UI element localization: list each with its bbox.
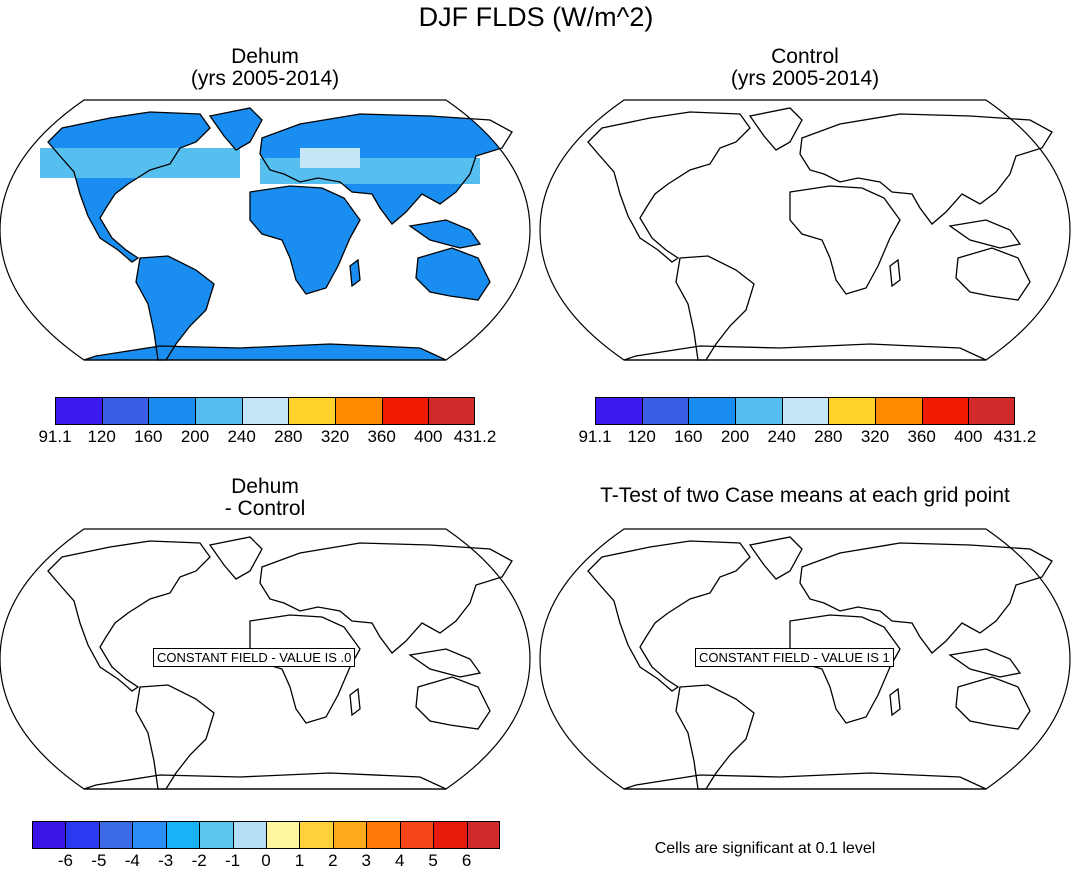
colorbar-swatch	[735, 397, 783, 425]
colorbar-tick-label: 320	[860, 427, 890, 446]
colorbar-swatch	[688, 397, 736, 425]
colorbar-tick-label: -1	[225, 851, 241, 870]
panel-title-line1: Dehum	[231, 475, 299, 498]
colorbar-swatch	[101, 397, 149, 425]
panel-title-difference: Dehum - Control	[110, 476, 420, 520]
colorbar-tick-label: 91.1	[38, 427, 72, 446]
colorbar-tick-label: 1	[294, 851, 305, 870]
colorbar-swatch	[65, 821, 100, 849]
colorbar-swatch	[428, 397, 475, 425]
colorbar-swatch	[399, 821, 434, 849]
colorbar-swatch	[366, 821, 401, 849]
panel-title-dehum: Dehum (yrs 2005-2014)	[110, 46, 420, 90]
colorbar-tick-label: 6	[461, 851, 472, 870]
colorbar-swatch	[968, 397, 1015, 425]
constant-field-label-ttest: CONSTANT FIELD - VALUE IS 1	[695, 648, 894, 667]
colorbar-swatch	[828, 397, 876, 425]
colorbar-swatch	[335, 397, 383, 425]
colorbar-tick-label: 320	[320, 427, 350, 446]
colorbar-tick-label: 0	[261, 851, 271, 870]
colorbar-tick-label: 360	[367, 427, 396, 446]
colorbar-tick-label: 240	[227, 427, 256, 446]
colorbar-swatch	[98, 821, 133, 849]
panel-title-line1: Control	[771, 45, 839, 68]
colorbar-tick-label: 200	[720, 427, 750, 446]
figure-title: DJF FLDS (W/m^2)	[418, 2, 654, 32]
colorbar-tick-label: 4	[394, 851, 405, 870]
panel-title-ttest: T-Test of two Case means at each grid po…	[600, 484, 1010, 507]
panel-title-line2: (yrs 2005-2014)	[730, 67, 880, 90]
colorbar-swatch	[148, 397, 196, 425]
colorbar-tick-label: 200	[180, 427, 210, 446]
panel-title-control: Control (yrs 2005-2014)	[650, 46, 960, 90]
colorbar-swatch	[332, 821, 367, 849]
colorbar-swatch	[55, 397, 103, 425]
colorbar-tick-label: 280	[274, 427, 303, 446]
colorbar-tick-label: 160	[674, 427, 703, 446]
colorbar-swatch	[921, 397, 969, 425]
colorbar-tick-label: -4	[124, 851, 140, 870]
colorbar-swatch	[466, 821, 501, 849]
colorbar-tick-label: 5	[428, 851, 438, 870]
colorbar-tick-label: 160	[134, 427, 163, 446]
colorbar-tick-label: 431.2	[453, 427, 497, 446]
colorbar-tick-label: 2	[328, 851, 338, 870]
colorbar-swatch	[299, 821, 334, 849]
constant-field-label-difference: CONSTANT FIELD - VALUE IS .0	[153, 648, 356, 667]
colorbar-tick-label: -5	[91, 851, 107, 870]
colorbar-swatch	[232, 821, 267, 849]
colorbar-tick-label: -3	[158, 851, 174, 870]
colorbar-swatch	[241, 397, 289, 425]
colorbar-tick-label: 91.1	[578, 427, 612, 446]
colorbar-tick-label: 280	[814, 427, 843, 446]
colorbar-tick-label: 360	[907, 427, 936, 446]
colorbar-tick-label: 400	[954, 427, 983, 446]
colorbar-tick-label: 120	[627, 427, 656, 446]
colorbar-tick-label: 240	[767, 427, 796, 446]
map-dehum	[0, 99, 531, 361]
colorbar-swatch	[165, 821, 200, 849]
colorbar-tick-label: 431.2	[993, 427, 1037, 446]
map-control	[539, 99, 1071, 361]
colorbar-swatch	[781, 397, 829, 425]
colorbar-tick-label: 120	[87, 427, 116, 446]
colorbar-swatch	[195, 397, 243, 425]
colorbar-swatch	[288, 397, 336, 425]
colorbar-swatch	[199, 821, 234, 849]
panel-title-line2: (yrs 2005-2014)	[190, 67, 340, 90]
significance-note: Cells are significant at 0.1 level	[654, 840, 876, 857]
colorbar-tick-label: -6	[57, 851, 73, 870]
colorbar-swatch	[381, 397, 429, 425]
colorbar-tick-label: 400	[414, 427, 443, 446]
panel-title-line2: - Control	[224, 497, 306, 520]
colorbar-swatch	[266, 821, 300, 849]
colorbar-tick-label: -2	[191, 851, 207, 870]
colorbar-swatch	[433, 821, 468, 849]
colorbar-swatch	[595, 397, 643, 425]
colorbar-tick-label: 3	[361, 851, 372, 870]
colorbar-swatch	[875, 397, 923, 425]
colorbar-swatch	[641, 397, 689, 425]
colorbar-swatch	[132, 821, 167, 849]
panel-title-line1: Dehum	[231, 45, 299, 68]
colorbar-swatch	[32, 821, 66, 849]
